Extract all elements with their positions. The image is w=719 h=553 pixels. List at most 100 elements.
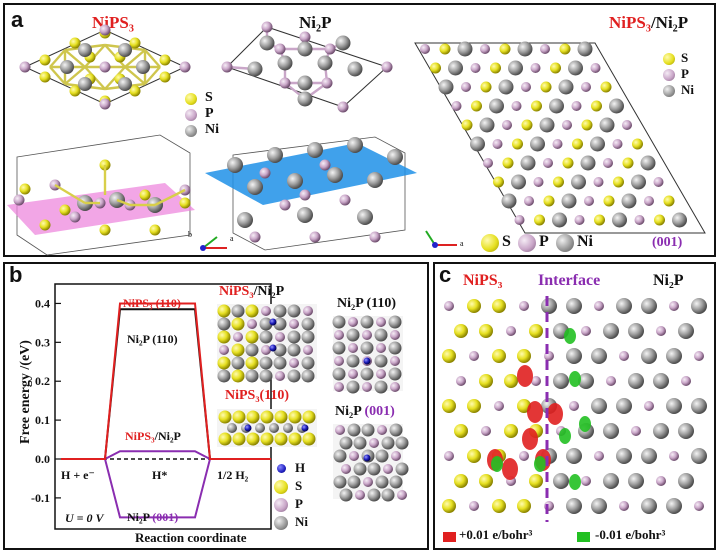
atom-p [540, 44, 550, 54]
atom-ni [118, 77, 132, 91]
sphere-icon [185, 109, 197, 121]
atom-p [656, 326, 666, 336]
y-tick-label: 0.4 [35, 296, 50, 310]
atom-p [319, 159, 331, 171]
curve-label-ni2p-110: Ni₂P (110) [127, 332, 178, 346]
curve-label-heterostructure: NiPS₃/Ni₂P [125, 429, 181, 443]
atom-s [430, 62, 441, 74]
atom-ni [568, 60, 583, 76]
panel-b-label: b [9, 262, 23, 287]
atom-p [581, 326, 591, 336]
y-tick-label: 0.3 [35, 335, 50, 349]
panel-c: c NiPS₃ Interface Ni₂P +0.01 e/bohr³ -0.… [433, 262, 716, 550]
struct-label-ni2p-110: Ni₂P (110) [337, 296, 397, 311]
atom-ni [558, 79, 574, 95]
atom-s [502, 157, 514, 169]
atom-ni [297, 207, 313, 223]
atom-ni [578, 373, 594, 389]
atom-s [69, 37, 81, 49]
atom-ni [247, 179, 263, 195]
atom-s [439, 43, 451, 55]
sphere-icon [274, 516, 288, 530]
atom-p [381, 61, 393, 73]
atom-s [594, 214, 605, 226]
atom-s [139, 189, 151, 201]
atom-s [454, 424, 468, 438]
atom-ni [599, 117, 615, 133]
atom-p [634, 215, 645, 225]
atom-p [574, 215, 585, 225]
atom-p [590, 63, 601, 73]
atom-ni [511, 174, 526, 190]
atom-ni [566, 348, 582, 364]
atom-ni [479, 117, 495, 133]
atom-p [524, 196, 534, 206]
atom-ni [448, 60, 463, 76]
atom-ni [653, 423, 669, 439]
atom-s [663, 195, 675, 207]
atom-s [553, 176, 564, 188]
atom-s [39, 54, 51, 66]
atom-ni [457, 41, 473, 57]
atom-p [420, 44, 430, 54]
atom-s [479, 474, 493, 488]
atom-p [612, 139, 623, 149]
atom-s [517, 349, 531, 363]
nips3-side-view [7, 134, 195, 256]
sphere-icon [663, 69, 675, 81]
atom-p [644, 401, 654, 411]
atom-s [99, 224, 111, 236]
atom-ni [616, 398, 632, 414]
atom-ni [267, 147, 283, 163]
atom-p [606, 376, 616, 386]
atom-p [249, 231, 261, 243]
atom-ni [678, 323, 694, 339]
atom-ni [672, 212, 687, 228]
atom-ni [666, 498, 682, 514]
legend-item-ni: Ni [663, 82, 713, 99]
atom-p [19, 61, 31, 73]
struct-label-nips3-110: NiPS₃(110) [225, 388, 290, 403]
atom-s [479, 374, 493, 388]
atom-p [569, 401, 579, 411]
atom-s [159, 71, 171, 83]
atom-ni [609, 98, 624, 114]
atom-s [471, 100, 482, 112]
atom-ni [297, 41, 313, 57]
atom-p [521, 82, 531, 92]
axis-triad-1 [200, 236, 227, 251]
state-mid-label: H* [152, 468, 168, 482]
y-tick-label: 0.0 [35, 452, 50, 466]
atom-s [492, 349, 506, 363]
atom-p [543, 158, 553, 168]
state-right-label: 1/2 H₂ [217, 468, 249, 482]
atom-ni [691, 398, 707, 414]
atom-ni [539, 117, 555, 133]
atom-s [591, 100, 602, 112]
atom-ni [297, 75, 313, 91]
positive-lobe [527, 401, 543, 423]
title-ni2p: Ni₂P [299, 13, 332, 32]
atom-ni [666, 348, 682, 364]
atom-s [129, 85, 141, 97]
atom-ni [603, 473, 619, 489]
atom-ni [387, 149, 403, 165]
atom-ni [277, 55, 293, 71]
legend-item-ni: Ni [273, 514, 333, 532]
atom-ni [612, 212, 627, 228]
struct-label-ni2p-001: Ni₂P (001) [335, 404, 395, 419]
atom-ni [691, 448, 707, 464]
atom-s [572, 138, 583, 150]
atom-s [534, 214, 545, 226]
positive-lobe [502, 458, 518, 480]
atom-ni [628, 323, 644, 339]
atom-p [259, 167, 271, 179]
atom-s [521, 119, 533, 131]
atom-ni [641, 348, 657, 364]
atom-p [299, 189, 311, 201]
atom-p [451, 101, 462, 111]
heterostructure-top-view [414, 41, 706, 234]
atom-p [530, 63, 541, 73]
atom-s [19, 183, 31, 195]
